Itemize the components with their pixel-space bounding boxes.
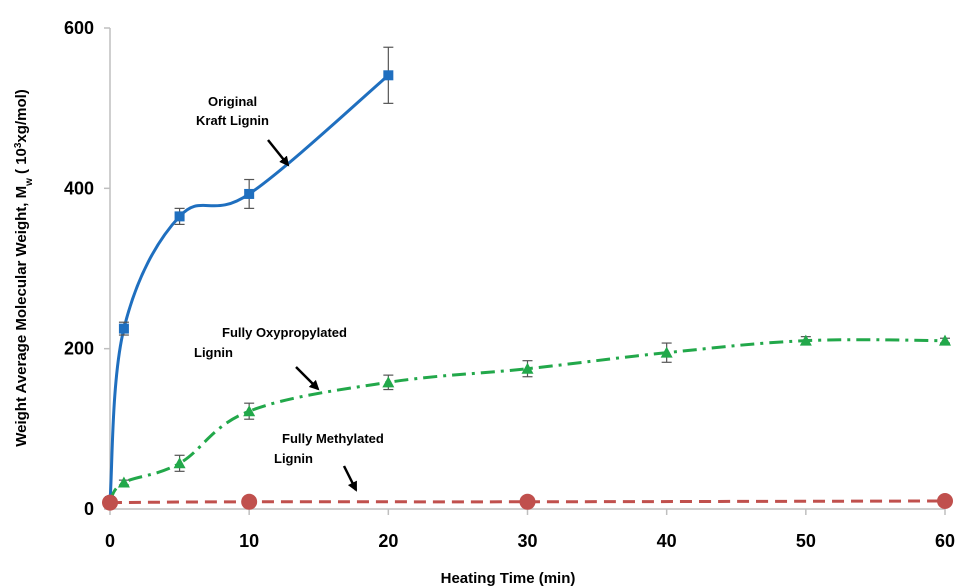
series-line-oxypropylated — [108, 338, 946, 502]
data-point-oxypropylated — [660, 346, 673, 358]
annotation-oxypropylated: Fully Oxypropylated Lignin — [194, 325, 347, 391]
data-point-kraft — [118, 323, 129, 334]
data-point-oxypropylated — [521, 362, 534, 374]
data-point-oxypropylated — [117, 476, 130, 488]
x-tick-label: 30 — [517, 531, 537, 551]
x-tick-label: 50 — [796, 531, 816, 551]
data-point-kraft — [383, 70, 394, 81]
annotation-methylated-line1: Fully Methylated — [282, 431, 384, 446]
series-layer — [102, 46, 953, 511]
annotation-kraft-line2: Kraft Lignin — [196, 113, 269, 128]
series-oxypropylated — [104, 334, 951, 506]
y-tick-label: 0 — [84, 499, 94, 519]
annotation-oxypropylated-line2: Lignin — [194, 345, 233, 360]
y-axis-title: Weight Average Molecular Weight, Mw ( 10… — [13, 89, 35, 447]
annotation-methylated-arrow — [342, 465, 358, 492]
series-methylated — [102, 492, 953, 511]
x-axis-title: Heating Time (min) — [441, 570, 576, 587]
x-tick-label: 40 — [657, 531, 677, 551]
annotation-methylated: Fully Methylated Lignin — [274, 431, 384, 492]
annotation-oxypropylated-arrow — [295, 366, 320, 391]
x-tick-label: 60 — [935, 531, 955, 551]
annotation-oxypropylated-line1: Fully Oxypropylated — [222, 325, 347, 340]
annotation-methylated-line2: Lignin — [274, 451, 313, 466]
data-point-kraft — [244, 188, 255, 199]
data-point-methylated — [241, 493, 258, 510]
data-point-oxypropylated — [173, 457, 186, 469]
series-line-methylated — [109, 499, 946, 505]
data-point-oxypropylated — [799, 334, 812, 346]
y-ticks: 0 200 400 600 — [64, 18, 110, 519]
x-ticks: 0 10 20 30 40 50 60 — [105, 509, 955, 551]
data-point-methylated — [102, 494, 118, 511]
annotation-kraft: Original Kraft Lignin — [196, 94, 290, 167]
data-point-oxypropylated — [939, 334, 951, 346]
y-tick-label: 400 — [64, 178, 94, 198]
data-point-oxypropylated — [382, 376, 395, 388]
annotation-kraft-arrow — [267, 139, 290, 167]
y-tick-label: 200 — [64, 339, 94, 359]
x-tick-label: 0 — [105, 531, 115, 551]
y-tick-label: 600 — [64, 18, 94, 38]
data-point-methylated — [937, 492, 953, 509]
x-tick-label: 20 — [378, 531, 398, 551]
data-point-oxypropylated — [243, 405, 256, 417]
annotation-kraft-line1: Original — [208, 94, 257, 109]
data-point-methylated — [519, 493, 536, 510]
data-point-kraft — [174, 211, 185, 222]
x-tick-label: 10 — [239, 531, 259, 551]
